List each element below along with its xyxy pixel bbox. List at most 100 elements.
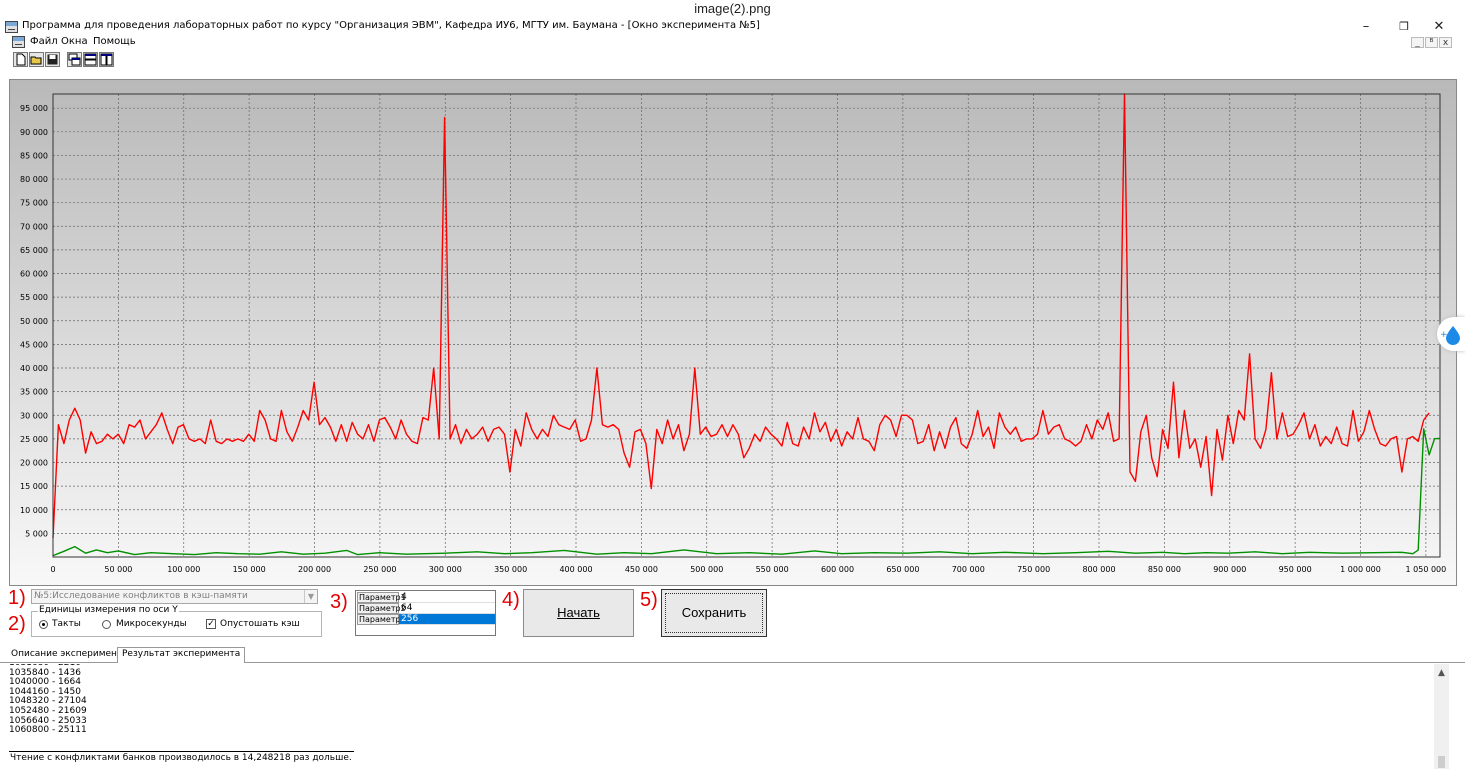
x-tick-label: 300 000 <box>429 565 462 574</box>
vertical-scrollbar[interactable]: ▲ <box>1434 664 1449 769</box>
menu-file[interactable]: Файл <box>30 36 58 47</box>
experiment-select[interactable]: №5:Исследование конфликтов в кэш-памяти … <box>31 589 318 604</box>
new-file-icon[interactable] <box>13 52 28 67</box>
step-number-4: 4) <box>502 589 520 611</box>
param-row: Параметр1 4 <box>356 592 495 603</box>
result-line: 1044160 - 1450 <box>9 686 81 697</box>
x-tick-label: 750 000 <box>1017 565 1050 574</box>
scroll-thumb[interactable] <box>1438 756 1445 768</box>
param-row: Параметр3 256 <box>356 614 495 625</box>
y-tick-label: 75 000 <box>20 199 48 208</box>
radio-ticks[interactable] <box>39 620 48 629</box>
param-value-input[interactable]: 64 <box>399 603 495 614</box>
x-tick-label: 250 000 <box>363 565 396 574</box>
y-tick-label: 85 000 <box>20 151 48 160</box>
param-value-input[interactable]: 256 <box>399 614 495 625</box>
series-line-1 <box>52 93 1430 539</box>
cascade-windows-icon[interactable] <box>67 52 82 67</box>
series-line-2 <box>52 428 1441 557</box>
tile-horizontal-icon[interactable] <box>83 52 98 67</box>
radio-ticks-label: Такты <box>52 619 81 629</box>
x-tick-label: 1 050 000 <box>1406 565 1447 574</box>
y-tick-label: 45 000 <box>20 340 48 349</box>
y-tick-label: 5 000 <box>25 529 48 538</box>
menu-bar: Файл Окна Помощь _ ᴮ x <box>0 35 1465 50</box>
menu-help[interactable]: Помощь <box>93 36 136 47</box>
y-tick-label: 55 000 <box>20 293 48 302</box>
x-tick-label: 350 000 <box>494 565 527 574</box>
chart-panel: 5 000 10 000 15 000 20 000 25 000 30 000 35 00… <box>9 79 1457 586</box>
title-bar: Программа для проведения лабораторных ра… <box>0 18 1465 36</box>
y-tick-label: 60 000 <box>20 270 48 279</box>
x-tick-label: 950 000 <box>1279 565 1312 574</box>
x-tick-label: 700 000 <box>952 565 985 574</box>
y-tick-label: 25 000 <box>20 435 48 444</box>
x-tick-label: 500 000 <box>690 565 723 574</box>
y-tick-label: 40 000 <box>20 364 48 373</box>
result-line: 1056640 - 25033 <box>9 715 87 726</box>
image-caption: image(2).png <box>694 1 771 16</box>
result-summary: Чтение с конфликтами банков производилос… <box>9 751 354 765</box>
param-name: Параметр3 <box>357 614 406 625</box>
water-drop-icon[interactable]: + <box>1437 317 1465 351</box>
step-number-2: 2) <box>8 613 26 635</box>
x-tick-label: 0 <box>50 565 55 574</box>
save-button[interactable]: Сохранить <box>661 589 767 637</box>
minimize-button[interactable]: – <box>1362 19 1370 34</box>
svg-text:+: + <box>1440 330 1448 340</box>
result-line: 1031680 - 2210 <box>9 664 1449 669</box>
y-tick-label: 95 000 <box>20 104 48 113</box>
y-units-group: Единицы измерения по оси Y Такты Микросе… <box>31 605 322 637</box>
y-tick-label: 10 000 <box>20 506 48 515</box>
y-units-group-label: Единицы измерения по оси Y <box>38 605 179 616</box>
step-number-3: 3) <box>330 591 348 613</box>
x-tick-label: 900 000 <box>1213 565 1246 574</box>
x-tick-label: 550 000 <box>756 565 789 574</box>
x-tick-label: 1 000 000 <box>1340 565 1381 574</box>
result-line: 1060800 - 25111 <box>9 725 87 736</box>
menu-windows[interactable]: Окна <box>61 36 88 47</box>
step-number-1: 1) <box>8 587 26 609</box>
param-value-input[interactable]: 4 <box>399 592 495 603</box>
open-folder-icon[interactable] <box>29 52 44 67</box>
result-line: 1035840 - 1436 <box>9 667 81 678</box>
window-title: Программа для проведения лабораторных ра… <box>22 20 760 31</box>
tab-result[interactable]: Результат эксперимента <box>117 647 246 663</box>
tab-description[interactable]: Описание эксперимента <box>11 649 128 659</box>
mdi-restore-button[interactable]: ᴮ <box>1425 37 1438 48</box>
radio-microseconds[interactable] <box>102 620 111 629</box>
result-line: 1040000 - 1664 <box>9 677 81 688</box>
mdi-close-button[interactable]: x <box>1439 37 1452 48</box>
y-tick-label: 80 000 <box>20 175 48 184</box>
start-button[interactable]: Начать <box>523 589 634 637</box>
y-tick-label: 20 000 <box>20 459 48 468</box>
y-tick-label: 65 000 <box>20 246 48 255</box>
app-icon <box>5 21 18 33</box>
x-tick-label: 400 000 <box>559 565 592 574</box>
latency-chart: 5 000 10 000 15 000 20 000 25 000 30 000 35 00… <box>10 80 1456 585</box>
x-tick-label: 50 000 <box>104 565 132 574</box>
tab-strip: Описание эксперимента Результат эксперим… <box>0 645 1465 663</box>
y-tick-label: 35 000 <box>20 388 48 397</box>
step-number-5: 5) <box>640 589 658 611</box>
result-line: 1048320 - 27104 <box>9 696 87 707</box>
flush-cache-checkbox[interactable]: ✓ <box>206 619 216 629</box>
y-tick-label: 15 000 <box>20 482 48 491</box>
close-button[interactable]: ✕ <box>1433 19 1445 34</box>
toolbar <box>0 52 1465 71</box>
parameter-grid: Параметр1 4 Параметр2 64 Параметр3 256 <box>355 590 496 636</box>
save-disk-icon[interactable] <box>45 52 60 67</box>
y-tick-label: 30 000 <box>20 411 48 420</box>
mdi-child-icon[interactable] <box>12 36 25 48</box>
y-tick-label: 50 000 <box>20 317 48 326</box>
flush-cache-label: Опустошать кэш <box>220 619 300 629</box>
tile-vertical-icon[interactable] <box>99 52 114 67</box>
mdi-minimize-button[interactable]: _ <box>1411 37 1424 48</box>
param-name: Параметр2 <box>357 603 406 614</box>
maximize-button[interactable]: ❐ <box>1399 20 1409 33</box>
y-tick-label: 90 000 <box>20 128 48 137</box>
scroll-up-icon[interactable]: ▲ <box>1438 668 1445 678</box>
chevron-down-icon[interactable]: ▼ <box>304 590 317 603</box>
